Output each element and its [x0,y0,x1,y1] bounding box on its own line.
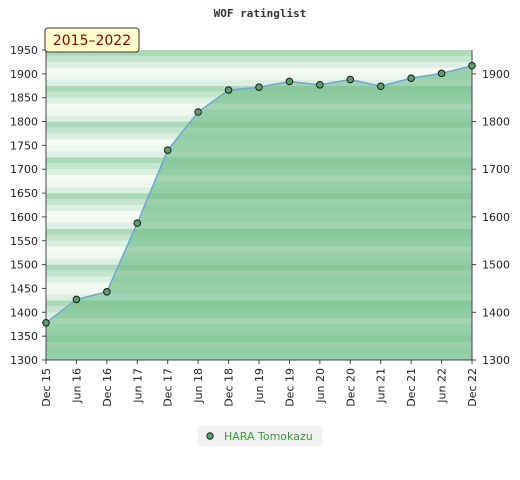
data-point[interactable] [72,295,81,304]
y-tick-label: 1300 [10,354,38,367]
y-tick-label: 1350 [10,330,38,343]
area-stripe [46,199,472,205]
y-right-tick-label: 1900 [482,68,510,81]
area-stripe [46,342,472,349]
area-stripe [46,151,472,158]
series-area [46,65,472,360]
data-point[interactable] [376,82,385,91]
x-tick-label: Jun 19 [253,368,266,404]
period-badge: 2015–2022 [44,27,140,53]
area-stripe [46,127,472,134]
data-point[interactable] [285,77,294,86]
y-right-tick-label: 1600 [482,211,510,224]
data-point[interactable] [468,61,476,70]
x-tick-label: Jun 21 [375,368,388,404]
area-stripes [46,79,472,349]
area-stripe [46,318,472,325]
y-axis-left: 1300 1350 1400 1450 1500 1550 1600 1650 1700 1750… [10,44,46,367]
x-tick-label: Dec 21 [405,368,418,407]
y-tick-label: 1500 [10,259,38,272]
x-tick-label: Dec 18 [223,368,236,407]
y-right-tick-label: 1700 [482,163,510,176]
chart-title: WOF ratinglist [214,7,307,20]
y-tick-label: 1600 [10,211,38,224]
x-tick-label: Dec 19 [283,368,296,407]
data-point[interactable] [163,146,172,154]
legend[interactable]: HARA Tomokazu [198,426,322,446]
background-band [46,73,472,80]
area-layer [45,65,473,360]
x-tick-label: Dec 17 [162,368,175,407]
y-tick-label: 1700 [10,163,38,176]
legend-label[interactable]: HARA Tomokazu [224,430,313,443]
area-stripe [46,222,472,229]
background-band [46,50,472,56]
background-band [46,55,472,62]
x-tick-label: Dec 22 [466,368,479,407]
y-right-tick-label: 1500 [482,259,510,272]
area-stripe [46,103,472,110]
x-axis: Dec 15 Jun 16 Dec 16 Jun 17 Dec 17 Jun 18 Dec … [40,360,479,407]
x-tick-label: Dec 15 [40,368,53,407]
x-tick-label: Jun 22 [436,368,449,404]
x-tick-label: Jun 18 [192,368,205,404]
y-tick-label: 1850 [10,92,38,105]
period-badge-box [44,27,140,53]
data-points [42,61,476,327]
y-right-tick-label: 1300 [482,354,510,367]
x-tick-label: Jun 16 [70,368,83,404]
x-tick-label: Jun 20 [314,368,327,404]
y-axis-right: 1300 1400 1500 1600 1700 1800 1900 [472,68,510,367]
data-point[interactable] [407,74,415,82]
x-tick-label: Dec 16 [101,368,114,407]
data-point[interactable] [133,219,142,227]
background-band [46,67,472,74]
y-right-tick-label: 1400 [482,306,510,319]
y-tick-label: 1950 [10,44,38,57]
y-tick-label: 1750 [10,139,38,152]
data-point[interactable] [103,288,111,296]
legend-box [198,426,322,446]
data-point[interactable] [255,83,263,91]
background-band [46,61,472,68]
y-tick-label: 1450 [10,282,38,295]
data-point[interactable] [316,81,324,89]
area-stripe [46,294,472,301]
data-point[interactable] [346,75,355,84]
y-tick-label: 1650 [10,187,38,200]
y-tick-label: 1400 [10,306,38,319]
period-badge-label: 2015–2022 [53,33,131,49]
data-point[interactable] [194,108,202,116]
y-tick-label: 1800 [10,116,38,129]
data-point[interactable] [437,69,446,78]
data-point[interactable] [42,319,50,327]
y-right-tick-label: 1800 [482,116,510,129]
x-tick-label: Dec 20 [344,368,357,407]
area-stripe [46,270,472,277]
x-tick-label: Jun 17 [131,368,144,404]
legend-marker [206,432,214,440]
area-stripe [46,246,472,253]
y-tick-label: 1900 [10,68,38,81]
y-tick-label: 1550 [10,235,38,248]
data-point[interactable] [224,86,233,94]
area-stripe [46,175,472,182]
background-band [46,79,472,86]
